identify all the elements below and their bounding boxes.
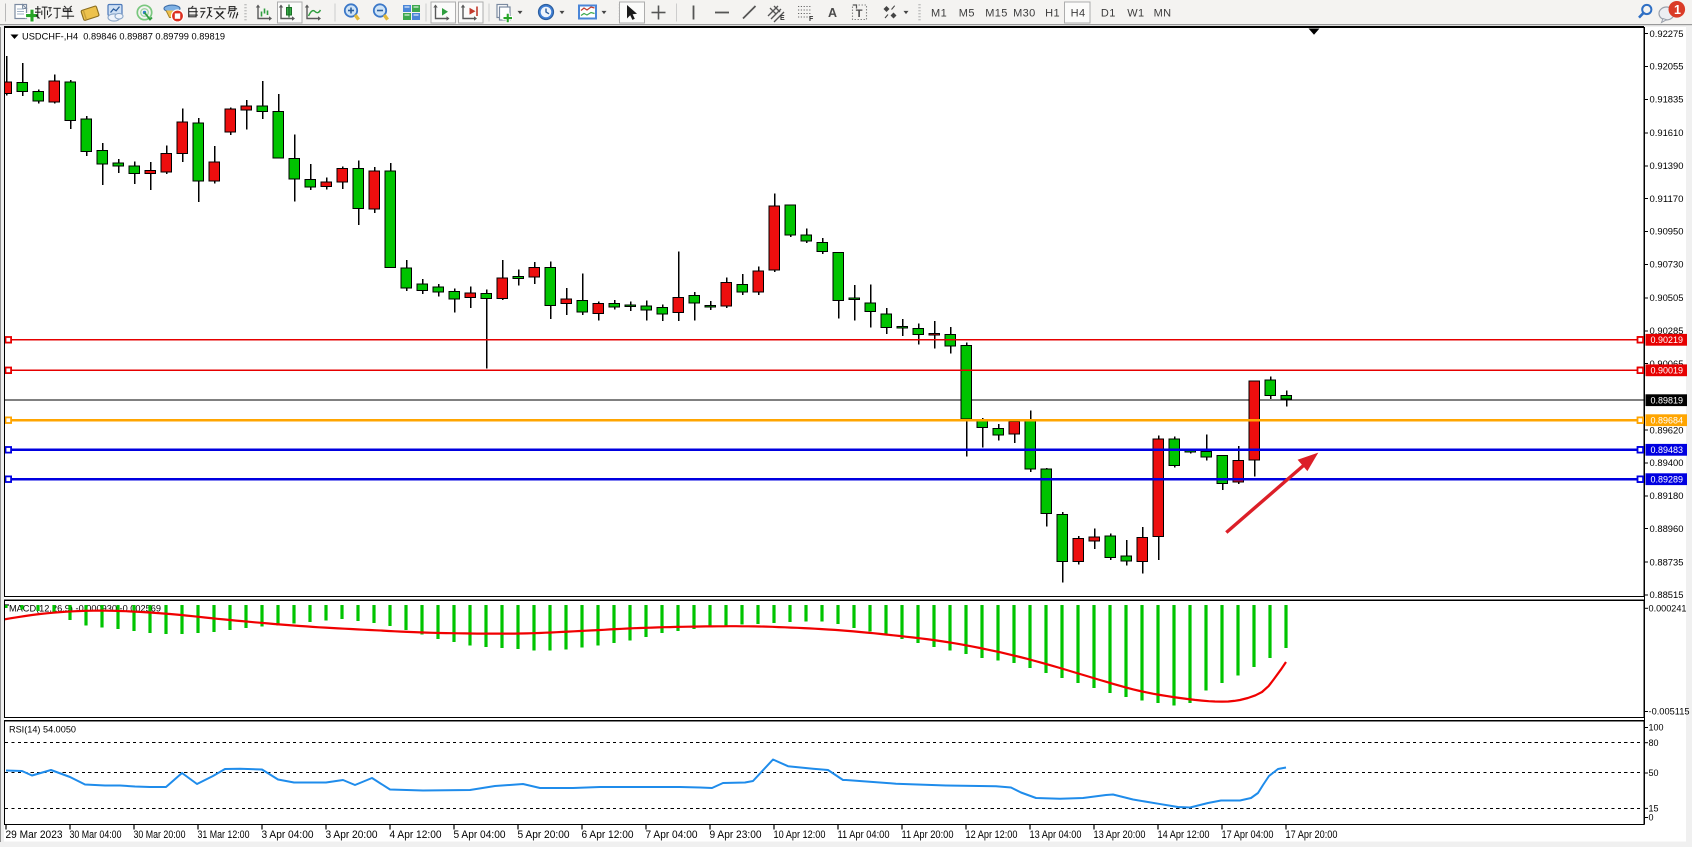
svg-text:0.89483: 0.89483 bbox=[1651, 445, 1684, 455]
svg-text:0.88735: 0.88735 bbox=[1650, 557, 1684, 567]
svg-text:M5: M5 bbox=[959, 7, 975, 19]
svg-text:0.89289: 0.89289 bbox=[1651, 475, 1684, 485]
svg-text:17 Apr 20:00: 17 Apr 20:00 bbox=[1286, 829, 1338, 841]
svg-text:50: 50 bbox=[1649, 768, 1659, 778]
svg-text:11 Apr 20:00: 11 Apr 20:00 bbox=[902, 829, 954, 841]
svg-text:13 Apr 04:00: 13 Apr 04:00 bbox=[1030, 829, 1082, 841]
svg-text:0.90219: 0.90219 bbox=[1651, 335, 1684, 345]
svg-text:D1: D1 bbox=[1101, 7, 1116, 19]
svg-text:0.90730: 0.90730 bbox=[1650, 260, 1684, 270]
svg-text:0.90285: 0.90285 bbox=[1650, 326, 1684, 336]
svg-text:M30: M30 bbox=[1013, 7, 1036, 19]
svg-text:0.89400: 0.89400 bbox=[1650, 458, 1684, 468]
svg-text:0.91835: 0.91835 bbox=[1650, 95, 1684, 105]
svg-text:0: 0 bbox=[1649, 813, 1654, 823]
svg-text:17 Apr 04:00: 17 Apr 04:00 bbox=[1222, 829, 1274, 841]
svg-text:0.91170: 0.91170 bbox=[1650, 194, 1684, 204]
svg-text:11 Apr 04:00: 11 Apr 04:00 bbox=[838, 829, 890, 841]
svg-text:0.89180: 0.89180 bbox=[1650, 491, 1684, 501]
svg-text:29 Mar 2023: 29 Mar 2023 bbox=[6, 829, 63, 841]
svg-text:0.91390: 0.91390 bbox=[1650, 161, 1684, 171]
svg-text:13 Apr 20:00: 13 Apr 20:00 bbox=[1094, 829, 1146, 841]
svg-text:80: 80 bbox=[1649, 738, 1659, 748]
svg-text:MN: MN bbox=[1154, 7, 1172, 19]
svg-text:W1: W1 bbox=[1127, 7, 1144, 19]
svg-text:5 Apr 04:00: 5 Apr 04:00 bbox=[454, 829, 506, 841]
svg-text:E: E bbox=[780, 15, 785, 22]
svg-text:F: F bbox=[809, 16, 814, 23]
svg-text:100: 100 bbox=[1649, 723, 1664, 733]
svg-text:1: 1 bbox=[1674, 3, 1681, 17]
svg-text:M1: M1 bbox=[931, 7, 947, 19]
svg-text:12 Apr 12:00: 12 Apr 12:00 bbox=[966, 829, 1018, 841]
svg-text:USDCHF-,H4 0.89846 0.89887 0.: USDCHF-,H4 0.89846 0.89887 0.89799 0.898… bbox=[22, 31, 225, 41]
svg-text:6 Apr 12:00: 6 Apr 12:00 bbox=[582, 829, 634, 841]
svg-text:M15: M15 bbox=[985, 7, 1008, 19]
svg-text:0.000241: 0.000241 bbox=[1649, 604, 1687, 614]
svg-text:RSI(14) 54.0050: RSI(14) 54.0050 bbox=[9, 725, 76, 735]
svg-text:15: 15 bbox=[1649, 804, 1659, 814]
svg-text:31 Mar 12:00: 31 Mar 12:00 bbox=[198, 829, 250, 841]
svg-text:0.92055: 0.92055 bbox=[1650, 62, 1684, 72]
svg-text:10 Apr 12:00: 10 Apr 12:00 bbox=[774, 829, 826, 841]
svg-text:0.89620: 0.89620 bbox=[1650, 425, 1684, 435]
svg-text:5 Apr 20:00: 5 Apr 20:00 bbox=[518, 829, 570, 841]
svg-text:0.91610: 0.91610 bbox=[1650, 128, 1684, 138]
svg-text:4 Apr 12:00: 4 Apr 12:00 bbox=[390, 829, 442, 841]
svg-text:T: T bbox=[856, 8, 863, 20]
svg-text:3 Apr 20:00: 3 Apr 20:00 bbox=[326, 829, 378, 841]
svg-text:0.88515: 0.88515 bbox=[1650, 590, 1684, 600]
svg-text:0.89684: 0.89684 bbox=[1651, 416, 1684, 426]
svg-text:3 Apr 04:00: 3 Apr 04:00 bbox=[262, 829, 314, 841]
svg-text:7 Apr 04:00: 7 Apr 04:00 bbox=[646, 829, 698, 841]
svg-text:30 Mar 04:00: 30 Mar 04:00 bbox=[70, 829, 122, 841]
svg-text:0.90505: 0.90505 bbox=[1650, 293, 1684, 303]
svg-text:H1: H1 bbox=[1045, 7, 1060, 19]
svg-text:0.90950: 0.90950 bbox=[1650, 227, 1684, 237]
svg-text:9 Apr 23:00: 9 Apr 23:00 bbox=[710, 829, 762, 841]
svg-text:0.90019: 0.90019 bbox=[1651, 366, 1684, 376]
svg-text:-0.005115: -0.005115 bbox=[1649, 707, 1690, 717]
svg-text:30 Mar 20:00: 30 Mar 20:00 bbox=[134, 829, 186, 841]
svg-text:A: A bbox=[828, 6, 837, 20]
svg-text:0.90065: 0.90065 bbox=[1650, 359, 1684, 369]
svg-text:0.88960: 0.88960 bbox=[1650, 524, 1684, 534]
svg-text:0.89819: 0.89819 bbox=[1651, 396, 1684, 406]
svg-text:0.92275: 0.92275 bbox=[1650, 29, 1684, 39]
svg-text:H4: H4 bbox=[1071, 7, 1086, 19]
svg-text:14 Apr 12:00: 14 Apr 12:00 bbox=[1158, 829, 1210, 841]
